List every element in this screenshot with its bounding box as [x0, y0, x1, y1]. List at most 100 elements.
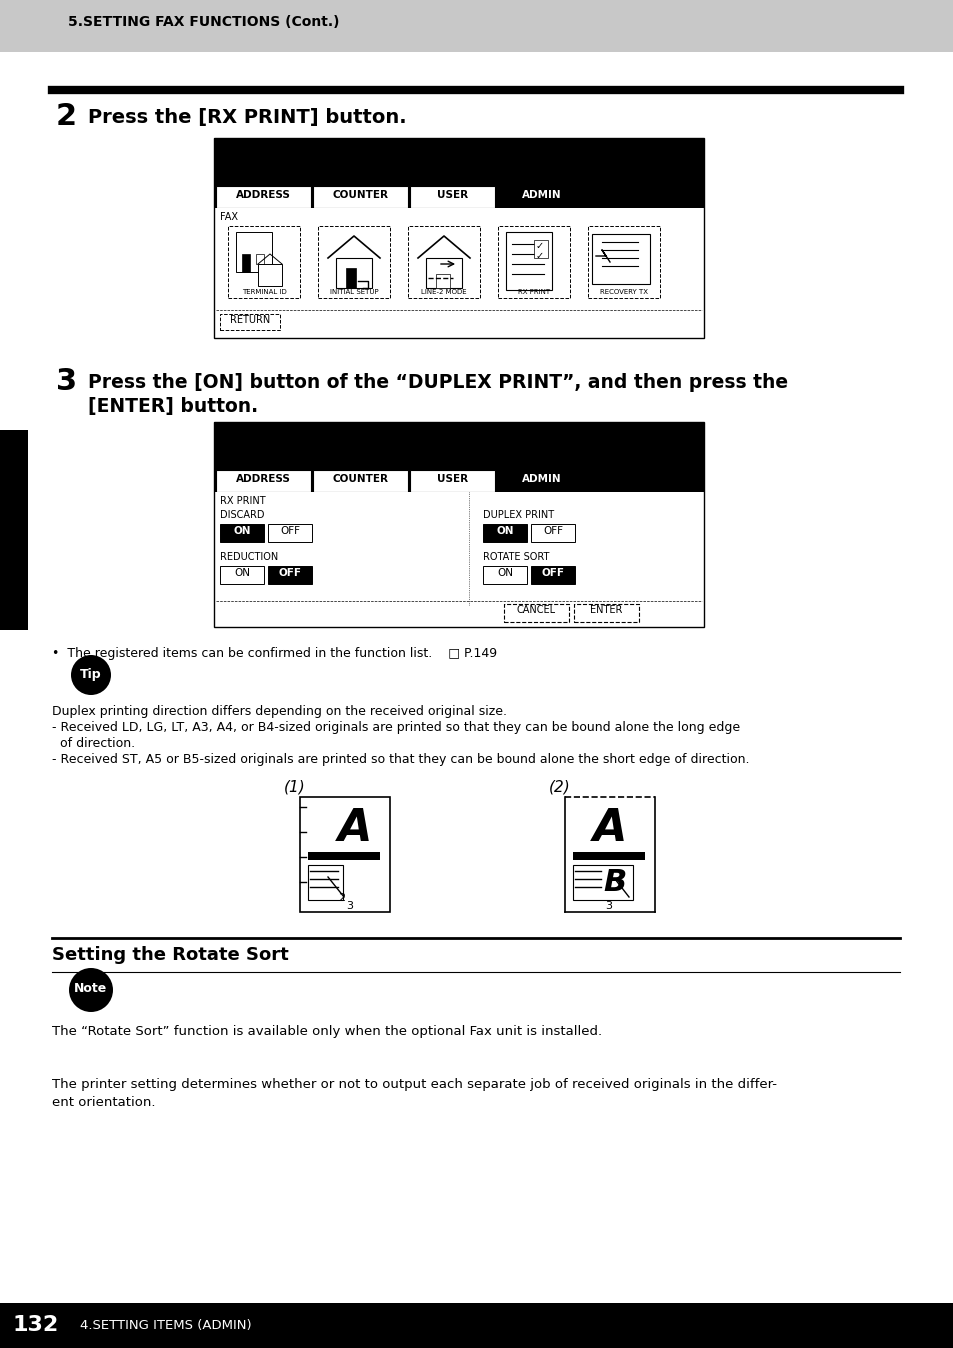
Bar	[299, 797, 390, 913]
Bar	[410, 470, 495, 492]
Text: DISCARD: DISCARD	[220, 510, 264, 520]
Text: RETURN: RETURN	[230, 315, 270, 325]
Circle shape	[69, 968, 112, 1012]
Bar	[220, 524, 264, 542]
Bar	[220, 566, 264, 584]
Text: FAX: FAX	[220, 212, 237, 222]
Bar	[313, 470, 408, 492]
Bar	[335, 257, 372, 288]
Bar	[410, 186, 495, 208]
Text: TERMINAL ID: TERMINAL ID	[241, 288, 286, 295]
Bar	[308, 852, 379, 860]
Text: Press the [ON] button of the “DUPLEX PRINT”, and then press the: Press the [ON] button of the “DUPLEX PRI…	[88, 373, 787, 392]
Text: Duplex printing direction differs depending on the received original size.: Duplex printing direction differs depend…	[52, 705, 506, 718]
Bar	[242, 253, 250, 272]
Text: USER: USER	[436, 190, 468, 200]
Text: •  The registered items can be confirmed in the function list.    □ P.149: • The registered items can be confirmed …	[52, 647, 497, 661]
Text: ent orientation.: ent orientation.	[52, 1096, 155, 1109]
Text: - Received LD, LG, LT, A3, A4, or B4-sized originals are printed so that they ca: - Received LD, LG, LT, A3, A4, or B4-siz…	[52, 721, 740, 735]
Text: ADMIN: ADMIN	[521, 190, 561, 200]
Text: B: B	[602, 868, 625, 896]
Text: ON: ON	[233, 526, 251, 537]
Bar	[317, 226, 390, 298]
Text: A: A	[592, 807, 626, 851]
Text: ROTATE SORT: ROTATE SORT	[482, 551, 549, 562]
Bar	[592, 235, 649, 284]
Text: [ENTER] button.: [ENTER] button.	[88, 398, 258, 417]
Bar	[505, 232, 552, 290]
Bar	[235, 232, 272, 272]
Text: 3: 3	[346, 900, 354, 911]
Text: (1): (1)	[284, 780, 306, 795]
Bar	[497, 186, 586, 208]
Bar	[573, 852, 644, 860]
Bar	[534, 240, 547, 257]
Text: OFF: OFF	[280, 526, 299, 537]
Text: ADMIN: ADMIN	[521, 474, 561, 484]
Text: REDUCTION: REDUCTION	[220, 551, 278, 562]
Text: The printer setting determines whether or not to output each separate job of rec: The printer setting determines whether o…	[52, 1078, 776, 1091]
Text: The “Rotate Sort” function is available only when the optional Fax unit is insta: The “Rotate Sort” function is available …	[52, 1024, 601, 1038]
Bar	[257, 264, 282, 286]
Text: ADDRESS: ADDRESS	[235, 190, 291, 200]
Bar	[308, 865, 343, 900]
Bar	[215, 470, 311, 492]
Text: 4.SETTING ITEMS (ADMIN): 4.SETTING ITEMS (ADMIN)	[80, 1318, 252, 1332]
Bar	[436, 274, 450, 288]
Bar	[215, 186, 311, 208]
Text: Tip: Tip	[80, 669, 102, 681]
Text: 5.SETTING FAX FUNCTIONS (Cont.): 5.SETTING FAX FUNCTIONS (Cont.)	[68, 15, 339, 30]
Circle shape	[71, 655, 111, 696]
Bar	[268, 524, 312, 542]
Bar	[0, 1304, 953, 1348]
Bar	[213, 422, 703, 627]
Text: ON: ON	[496, 526, 514, 537]
Bar	[482, 566, 526, 584]
Bar	[213, 137, 703, 338]
Bar	[426, 257, 461, 288]
Text: COUNTER: COUNTER	[333, 190, 388, 200]
Text: RX PRINT: RX PRINT	[517, 288, 550, 295]
Bar	[346, 268, 355, 288]
Bar	[531, 524, 575, 542]
Text: CANCEL: CANCEL	[516, 605, 555, 615]
Text: Press the [RX PRINT] button.: Press the [RX PRINT] button.	[88, 108, 406, 127]
Bar	[213, 422, 703, 627]
Text: ON: ON	[233, 568, 250, 578]
Text: OFF: OFF	[541, 568, 564, 578]
Text: Setting the Rotate Sort: Setting the Rotate Sort	[52, 946, 289, 964]
Text: 4: 4	[7, 530, 22, 550]
Text: LINE-2 MODE: LINE-2 MODE	[420, 288, 466, 295]
Text: 3: 3	[56, 367, 77, 396]
Text: OFF: OFF	[278, 568, 301, 578]
Text: ADDRESS: ADDRESS	[235, 474, 291, 484]
Bar	[213, 492, 703, 627]
Bar	[220, 314, 280, 330]
Bar	[213, 208, 703, 338]
Text: 2: 2	[56, 102, 77, 131]
Text: RX PRINT: RX PRINT	[220, 496, 265, 506]
Bar	[574, 604, 639, 621]
Text: COUNTER: COUNTER	[333, 474, 388, 484]
Bar	[531, 566, 575, 584]
Bar	[228, 226, 299, 298]
Text: OFF: OFF	[542, 526, 562, 537]
Bar	[313, 186, 408, 208]
Bar	[213, 137, 703, 338]
Text: 132: 132	[12, 1316, 59, 1335]
Text: INITIAL SETUP: INITIAL SETUP	[330, 288, 378, 295]
Text: USER: USER	[436, 474, 468, 484]
Bar	[0, 430, 28, 630]
Bar	[482, 524, 526, 542]
Text: DUPLEX PRINT: DUPLEX PRINT	[482, 510, 554, 520]
Bar	[503, 604, 568, 621]
Bar	[0, 0, 953, 53]
Text: - Received ST, A5 or B5-sized originals are printed so that they can be bound al: - Received ST, A5 or B5-sized originals …	[52, 754, 749, 766]
Text: Note: Note	[74, 981, 108, 995]
Bar	[497, 470, 586, 492]
Text: ENTER: ENTER	[589, 605, 621, 615]
Bar	[408, 226, 479, 298]
Text: A: A	[337, 807, 372, 851]
Text: ON: ON	[497, 568, 513, 578]
Bar	[497, 226, 569, 298]
